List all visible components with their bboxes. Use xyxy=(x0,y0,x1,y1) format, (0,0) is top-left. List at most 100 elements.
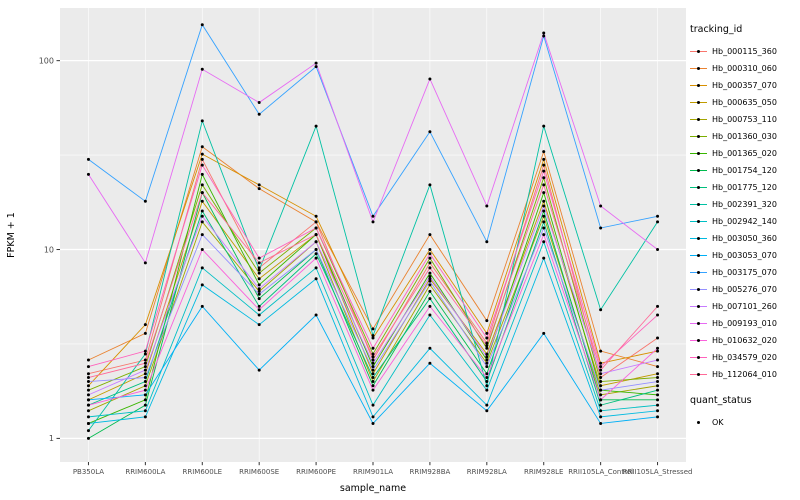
legend-label: Hb_009193_010 xyxy=(712,319,777,328)
legend-entries: Hb_000115_360 Hb_000310_060 Hb_000357_070 H… xyxy=(690,43,798,383)
x-tick-label: RRIM928BA xyxy=(410,468,451,476)
data-point xyxy=(599,308,603,312)
data-point xyxy=(599,384,603,388)
data-point xyxy=(428,256,432,260)
data-point xyxy=(200,23,204,27)
legend-label: Hb_000115_360 xyxy=(712,47,777,56)
data-point xyxy=(371,380,375,384)
data-point xyxy=(599,421,603,425)
data-point xyxy=(485,341,489,345)
data-point xyxy=(542,124,546,128)
data-point xyxy=(428,77,432,81)
data-point xyxy=(542,176,546,180)
legend-entry: Hb_003053_070 xyxy=(690,247,798,264)
data-point xyxy=(542,150,546,154)
data-point xyxy=(428,279,432,283)
data-point xyxy=(257,287,261,291)
legend-entry: Hb_003050_360 xyxy=(690,230,798,247)
data-point xyxy=(86,393,90,397)
data-point xyxy=(257,308,261,312)
data-point xyxy=(200,157,204,161)
data-point xyxy=(371,415,375,419)
data-point xyxy=(257,289,261,293)
data-point xyxy=(542,163,546,167)
data-point xyxy=(371,372,375,376)
data-point xyxy=(599,368,603,372)
data-point xyxy=(371,365,375,369)
series-key-icon xyxy=(690,352,707,364)
legend-label: Hb_001775_120 xyxy=(712,183,777,192)
data-point xyxy=(656,313,660,317)
ok-point-icon xyxy=(690,417,707,429)
data-point xyxy=(599,409,603,413)
data-point xyxy=(485,352,489,356)
series-key-icon xyxy=(690,284,707,296)
data-point xyxy=(371,361,375,365)
data-point xyxy=(428,274,432,278)
data-point xyxy=(485,344,489,348)
data-point xyxy=(485,346,489,350)
data-point xyxy=(257,266,261,270)
data-point xyxy=(656,384,660,388)
x-tick-label: RRII105LA_Stressed xyxy=(623,468,693,476)
data-point xyxy=(485,240,489,244)
data-point xyxy=(143,415,147,419)
data-point xyxy=(314,233,318,237)
series-key-icon xyxy=(690,46,707,58)
data-point xyxy=(599,376,603,380)
data-point xyxy=(599,372,603,376)
data-point xyxy=(143,349,147,353)
data-point xyxy=(485,361,489,365)
data-point xyxy=(542,233,546,237)
data-point xyxy=(542,240,546,244)
legend-entry: Hb_005276_070 xyxy=(690,281,798,298)
data-point xyxy=(143,409,147,413)
data-point xyxy=(257,187,261,191)
legend-entry: Hb_001754_120 xyxy=(690,162,798,179)
data-point xyxy=(143,368,147,372)
data-point xyxy=(656,248,660,252)
legend-label: Hb_010632_020 xyxy=(712,336,777,345)
data-point xyxy=(86,403,90,407)
legend-label: Hb_003053_070 xyxy=(712,251,777,260)
data-point xyxy=(257,183,261,187)
x-tick-label: RRIM600PE xyxy=(296,468,336,476)
data-point xyxy=(314,256,318,260)
data-point xyxy=(428,252,432,256)
data-point xyxy=(371,220,375,224)
data-point xyxy=(485,388,489,392)
data-point xyxy=(542,183,546,187)
data-point xyxy=(428,277,432,281)
data-point xyxy=(485,372,489,376)
data-point xyxy=(200,220,204,224)
series-key-icon xyxy=(690,216,707,228)
data-point xyxy=(428,313,432,317)
data-point xyxy=(371,421,375,425)
data-point xyxy=(143,380,147,384)
legend-entry: Hb_009193_010 xyxy=(690,315,798,332)
data-point xyxy=(656,349,660,353)
legend: tracking_id Hb_000115_360 Hb_000310_060 Hb… xyxy=(690,24,798,431)
series-key-icon xyxy=(690,63,707,75)
data-point xyxy=(428,130,432,134)
legend-title-quant-status: quant_status xyxy=(690,395,752,406)
data-point xyxy=(485,409,489,413)
data-point xyxy=(542,199,546,203)
legend-entry: Hb_112064_010 xyxy=(690,366,798,383)
data-point xyxy=(599,393,603,397)
data-point xyxy=(599,365,603,369)
data-point xyxy=(143,331,147,335)
legend-entry: Hb_001775_120 xyxy=(690,179,798,196)
y-tick-label: 1 xyxy=(49,434,54,443)
x-tick-label: RRII105LA_Control xyxy=(568,468,633,476)
data-point xyxy=(656,304,660,308)
data-point xyxy=(143,398,147,402)
legend-entry: Hb_000310_060 xyxy=(690,60,798,77)
data-point xyxy=(599,398,603,402)
data-point xyxy=(314,277,318,281)
legend-title-tracking-id: tracking_id xyxy=(690,24,743,35)
data-point xyxy=(257,277,261,281)
data-point xyxy=(371,388,375,392)
data-point xyxy=(257,283,261,287)
